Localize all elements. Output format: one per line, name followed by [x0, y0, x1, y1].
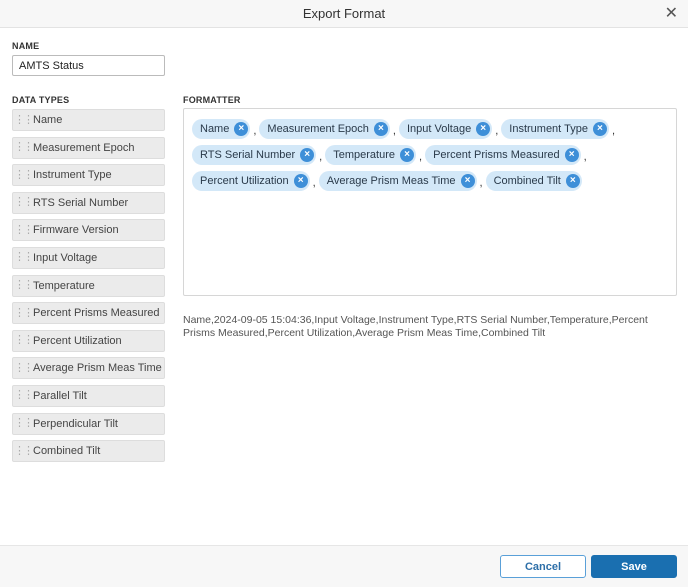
chip-label: Average Prism Meas Time [326, 175, 456, 187]
data-type-item[interactable]: ⋮⋮ Parallel Tilt [12, 384, 165, 407]
remove-chip-icon[interactable]: × [565, 174, 580, 188]
separator: , [392, 125, 396, 137]
chip-label: RTS Serial Number [200, 149, 296, 161]
data-type-label: Perpendicular Tilt [33, 417, 118, 430]
data-type-item[interactable]: ⋮⋮ Percent Utilization [12, 329, 165, 352]
drag-handle-icon[interactable]: ⋮⋮ [14, 251, 34, 264]
formatter-chip[interactable]: Percent Prisms Measured × [425, 145, 581, 165]
name-label: NAME [12, 41, 40, 51]
data-type-label: Percent Utilization [33, 334, 122, 347]
data-type-label: Instrument Type [33, 169, 112, 182]
separator: , [253, 125, 257, 137]
cancel-button[interactable]: Cancel [500, 555, 586, 578]
drag-handle-icon[interactable]: ⋮⋮ [14, 417, 34, 430]
data-type-item[interactable]: ⋮⋮ Percent Prisms Measured [12, 302, 165, 325]
remove-chip-icon[interactable]: × [564, 148, 579, 162]
drag-handle-icon[interactable]: ⋮⋮ [14, 223, 34, 236]
formatter-chip[interactable]: Average Prism Meas Time × [318, 171, 477, 191]
separator: , [495, 125, 499, 137]
data-type-label: Average Prism Meas Time [33, 362, 162, 375]
name-input[interactable] [12, 55, 165, 76]
data-type-item[interactable]: ⋮⋮ Perpendicular Tilt [12, 412, 165, 435]
formatter-label: FORMATTER [183, 95, 241, 105]
data-type-label: RTS Serial Number [33, 196, 129, 209]
remove-chip-icon[interactable]: × [476, 122, 491, 136]
data-type-label: Combined Tilt [33, 445, 101, 458]
data-type-label: Temperature [33, 279, 95, 292]
data-type-label: Parallel Tilt [33, 389, 87, 402]
separator: , [583, 151, 587, 163]
formatter-chip[interactable]: Input Voltage × [398, 119, 493, 139]
drag-handle-icon[interactable]: ⋮⋮ [14, 168, 34, 181]
data-type-label: Measurement Epoch [33, 141, 135, 154]
formatter-row: Name ×, Measurement Epoch ×, Input Voltage ×,… [192, 119, 668, 139]
remove-chip-icon[interactable]: × [460, 174, 475, 188]
formatter-chip[interactable]: Percent Utilization × [192, 171, 310, 191]
drag-handle-icon[interactable]: ⋮⋮ [14, 279, 34, 292]
chip-label: Measurement Epoch [267, 123, 369, 135]
remove-chip-icon[interactable]: × [373, 122, 388, 136]
remove-chip-icon[interactable]: × [234, 122, 249, 136]
chip-label: Combined Tilt [493, 175, 561, 187]
separator: , [419, 151, 423, 163]
data-type-item[interactable]: ⋮⋮ Name [12, 109, 165, 131]
separator: , [479, 177, 483, 189]
formatter-chip[interactable]: RTS Serial Number × [192, 145, 317, 165]
data-type-label: Input Voltage [33, 251, 98, 264]
formatter-box[interactable]: Name ×, Measurement Epoch ×, Input Voltage ×,… [183, 108, 677, 296]
format-preview: Name,2024-09-05 15:04:36,Input Voltage,I… [183, 314, 648, 339]
remove-chip-icon[interactable]: × [300, 148, 315, 162]
data-type-label: Percent Prisms Measured [33, 307, 160, 320]
data-type-item[interactable]: ⋮⋮ Measurement Epoch [12, 136, 165, 159]
data-type-label: Firmware Version [33, 224, 119, 237]
drag-handle-icon[interactable]: ⋮⋮ [14, 306, 34, 319]
data-type-label: Name [33, 114, 63, 126]
formatter-chip[interactable]: Name × [192, 119, 251, 139]
drag-handle-icon[interactable]: ⋮⋮ [14, 444, 34, 457]
data-type-item[interactable]: ⋮⋮ Combined Tilt [12, 440, 165, 463]
drag-handle-icon[interactable]: ⋮⋮ [14, 141, 34, 154]
chip-label: Temperature [333, 149, 395, 161]
save-button[interactable]: Save [591, 555, 677, 578]
data-type-item[interactable]: ⋮⋮ Average Prism Meas Time [12, 357, 165, 380]
data-types-label: DATA TYPES [12, 95, 70, 105]
data-type-item[interactable]: ⋮⋮ Temperature [12, 274, 165, 297]
close-icon[interactable]: ✕ [664, 5, 678, 22]
chip-label: Input Voltage [406, 123, 472, 135]
drag-handle-icon[interactable]: ⋮⋮ [14, 361, 34, 374]
separator: , [319, 151, 323, 163]
separator: , [312, 177, 316, 189]
separator: , [611, 125, 615, 137]
remove-chip-icon[interactable]: × [293, 174, 308, 188]
data-type-item[interactable]: ⋮⋮ RTS Serial Number [12, 191, 165, 214]
dialog-title: Export Format [302, 6, 386, 21]
formatter-chip[interactable]: Measurement Epoch × [259, 119, 390, 139]
data-type-item[interactable]: ⋮⋮ Instrument Type [12, 164, 165, 187]
formatter-chip[interactable]: Temperature × [325, 145, 416, 165]
chip-label: Instrument Type [509, 123, 588, 135]
remove-chip-icon[interactable]: × [592, 122, 607, 136]
chip-label: Percent Prisms Measured [433, 149, 560, 161]
drag-handle-icon[interactable]: ⋮⋮ [14, 334, 34, 347]
drag-handle-icon[interactable]: ⋮⋮ [14, 389, 34, 402]
drag-handle-icon[interactable]: ⋮⋮ [14, 196, 34, 209]
formatter-chip[interactable]: Combined Tilt × [485, 171, 582, 191]
dialog-header: Export Format ✕ [0, 0, 688, 28]
formatter-chip[interactable]: Instrument Type × [501, 119, 609, 139]
data-type-item[interactable]: ⋮⋮ Input Voltage [12, 246, 165, 269]
drag-handle-icon[interactable]: ⋮⋮ [14, 113, 34, 126]
formatter-row: Percent Utilization ×, Average Prism Meas … [192, 171, 668, 191]
formatter-row: RTS Serial Number ×, Temperature ×, Percent … [192, 145, 668, 165]
chip-label: Name [200, 123, 230, 135]
data-type-item[interactable]: ⋮⋮ Firmware Version [12, 219, 165, 242]
remove-chip-icon[interactable]: × [400, 148, 414, 162]
data-types-list: ⋮⋮ Name ⋮⋮ Measurement Epoch ⋮⋮ Instrument Ty… [12, 109, 165, 468]
chip-label: Percent Utilization [200, 175, 289, 187]
